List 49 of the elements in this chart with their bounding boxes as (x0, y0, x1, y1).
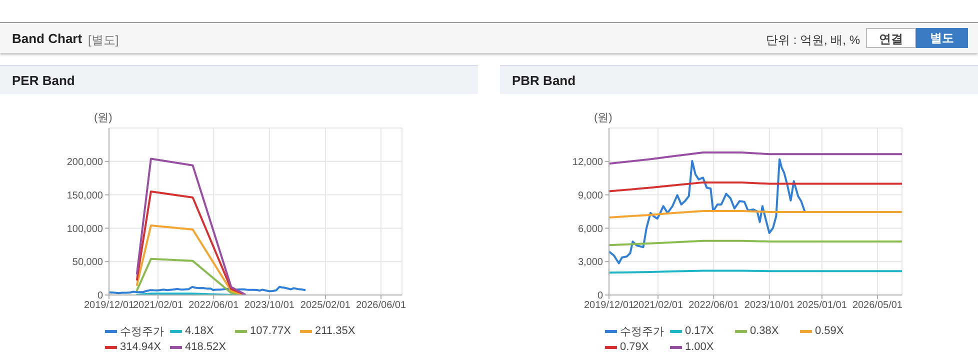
x-tick-label: 2022/06/01 (688, 300, 740, 312)
line-series (609, 158, 806, 264)
y-tick-label: 6,000 (578, 224, 604, 235)
legend-label: 수정주가 (620, 324, 664, 338)
legend-label: 211.35X (315, 325, 356, 337)
y-tick-label: 200,000 (66, 156, 104, 168)
y-axis-title: (원) (94, 111, 112, 125)
chart-title: PER Band (12, 73, 75, 88)
line-series (609, 181, 902, 192)
legend-label: 0.79X (620, 341, 649, 353)
chart-title: PBR Band (512, 73, 576, 88)
x-tick-label: 2021/02/01 (133, 300, 184, 312)
text: Band Chart (12, 31, 82, 46)
y-tick-label: 100,000 (66, 224, 104, 235)
legend-label: 수정주가 (120, 324, 164, 338)
x-tick-label: 2023/10/01 (744, 300, 795, 312)
text: 단위 : 억원, 배, % (766, 32, 860, 49)
legend-label: 4.18X (185, 325, 214, 337)
text: [별도] (88, 32, 119, 49)
text: 연결 (866, 28, 916, 48)
x-tick-label: 2019/12/01 (584, 300, 634, 312)
legend-label: 0.38X (750, 325, 779, 337)
y-tick-label: 3,000 (578, 257, 604, 268)
y-tick-label: 0 (97, 290, 104, 302)
legend-label: 0.17X (685, 325, 714, 337)
legend-label: 107.77X (250, 325, 291, 337)
text: 별도 (916, 28, 968, 48)
line-series (609, 151, 902, 165)
y-axis-title: (원) (594, 111, 612, 125)
legend-label: 418.52X (185, 341, 226, 353)
line-series (136, 158, 246, 295)
y-tick-label: 12,000 (572, 156, 604, 168)
line-series (609, 210, 902, 219)
x-tick-label: 2026/05/01 (852, 300, 903, 312)
x-tick-label: 2026/06/01 (356, 300, 406, 312)
x-tick-label: 2021/02/01 (633, 300, 684, 312)
y-tick-label: 9,000 (578, 190, 604, 202)
legend-label: 1.00X (685, 341, 714, 353)
y-tick-label: 0 (597, 290, 604, 302)
legend-label: 0.59X (815, 325, 844, 337)
y-tick-label: 150,000 (66, 190, 104, 202)
x-tick-label: 2022/06/01 (188, 300, 240, 312)
x-tick-label: 2025/02/01 (300, 300, 351, 312)
y-tick-label: 50,000 (72, 257, 104, 268)
x-tick-label: 2023/10/01 (244, 300, 295, 312)
line-series (109, 286, 306, 294)
legend-label: 314.94X (120, 341, 161, 353)
x-tick-label: 2019/12/01 (84, 300, 134, 312)
x-tick-label: 2025/01/01 (796, 300, 848, 312)
